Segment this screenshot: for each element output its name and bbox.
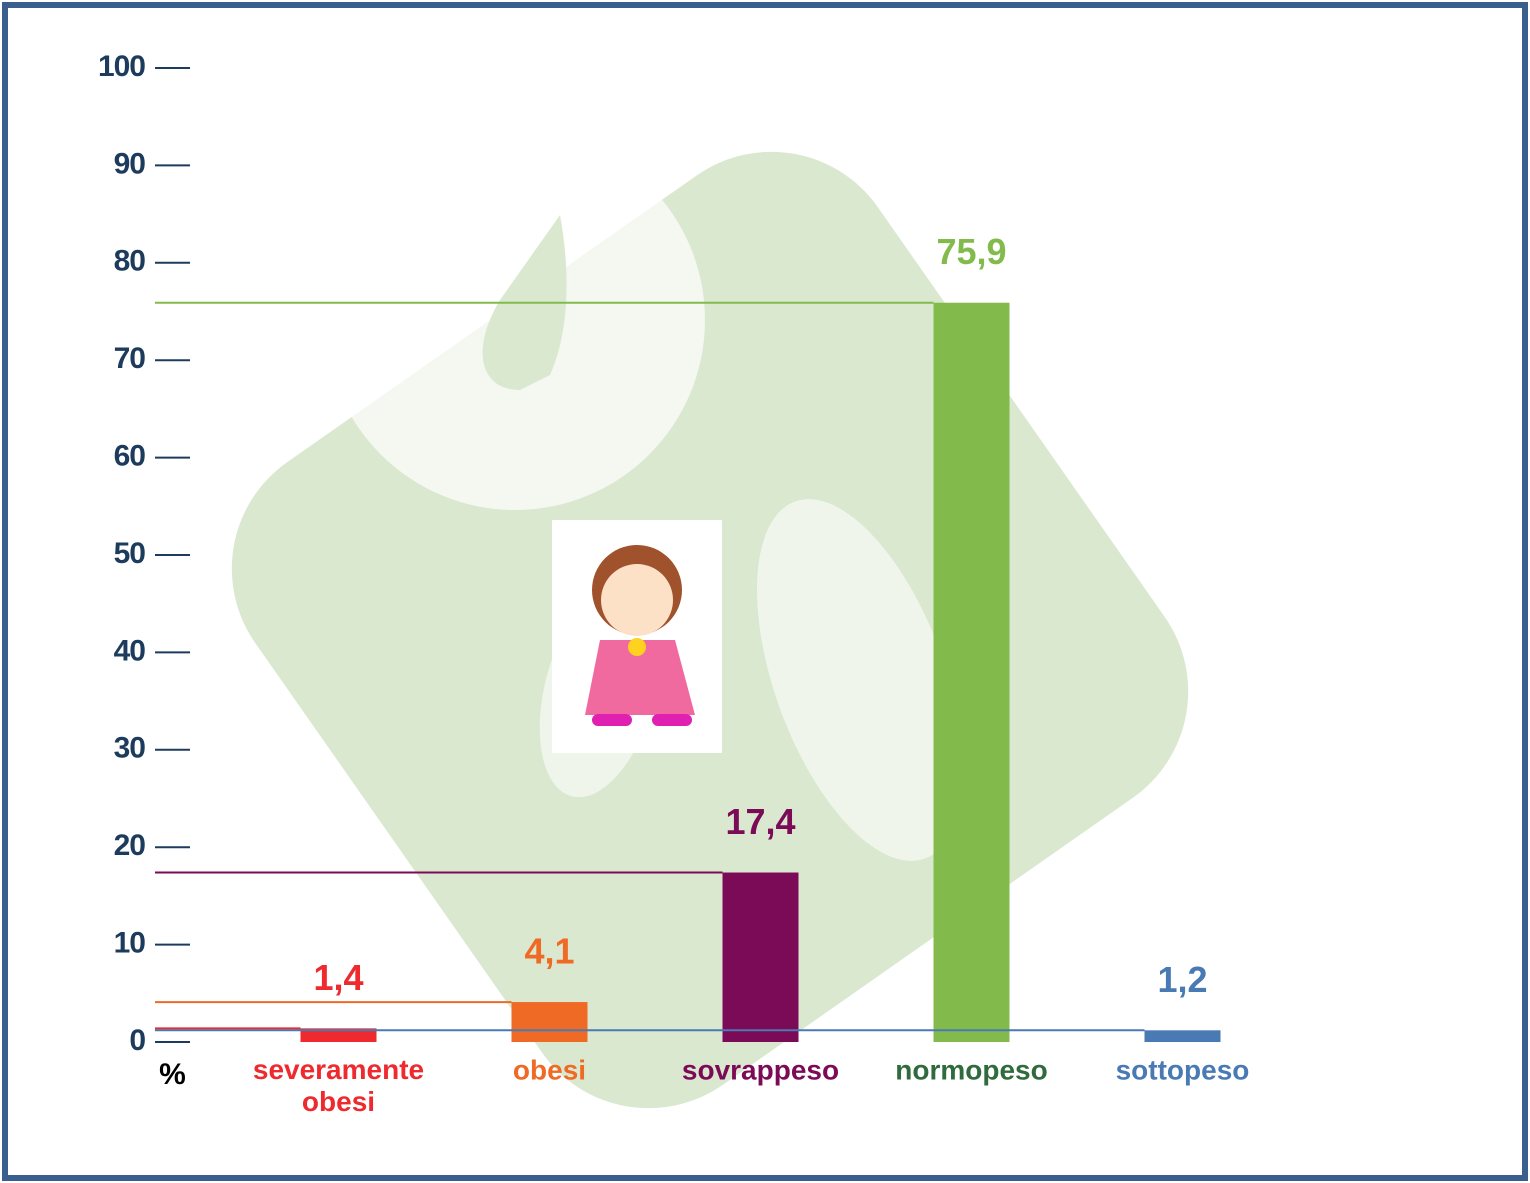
value-label: 75,9 xyxy=(936,231,1006,272)
y-tick-label: 100 xyxy=(98,50,145,83)
y-tick-label: 40 xyxy=(114,634,146,667)
x-tick-label: normopeso xyxy=(895,1054,1047,1085)
flower xyxy=(628,638,646,656)
y-tick-label: 90 xyxy=(114,147,146,180)
x-tick-label: obesi xyxy=(513,1054,586,1085)
y-axis-label: % xyxy=(159,1058,185,1091)
value-label: 1,2 xyxy=(1157,959,1207,1000)
y-tick-label: 60 xyxy=(114,440,146,473)
value-label: 17,4 xyxy=(725,801,795,842)
y-tick-label: 20 xyxy=(114,829,146,862)
bar xyxy=(934,303,1010,1042)
y-tick-label: 70 xyxy=(114,342,146,375)
page: % 01020304050607080901001,4severamenteob… xyxy=(0,0,1530,1183)
y-tick-label: 10 xyxy=(114,927,146,960)
shoe xyxy=(592,714,632,726)
shoe xyxy=(652,714,692,726)
y-tick-label: 80 xyxy=(114,245,146,278)
value-label: 4,1 xyxy=(524,931,574,972)
y-tick-label: 50 xyxy=(114,537,146,570)
x-tick-label: sovrappeso xyxy=(682,1054,839,1085)
y-tick-label: 0 xyxy=(129,1024,145,1057)
y-tick-label: 30 xyxy=(114,732,146,765)
chart: % 01020304050607080901001,4severamenteob… xyxy=(0,0,1530,1183)
bar xyxy=(723,873,799,1042)
bar xyxy=(1145,1030,1221,1042)
x-tick-label: sottopeso xyxy=(1116,1054,1250,1085)
face xyxy=(601,564,673,636)
girl-picture xyxy=(552,520,722,753)
bar xyxy=(512,1002,588,1042)
value-label: 1,4 xyxy=(313,957,363,998)
